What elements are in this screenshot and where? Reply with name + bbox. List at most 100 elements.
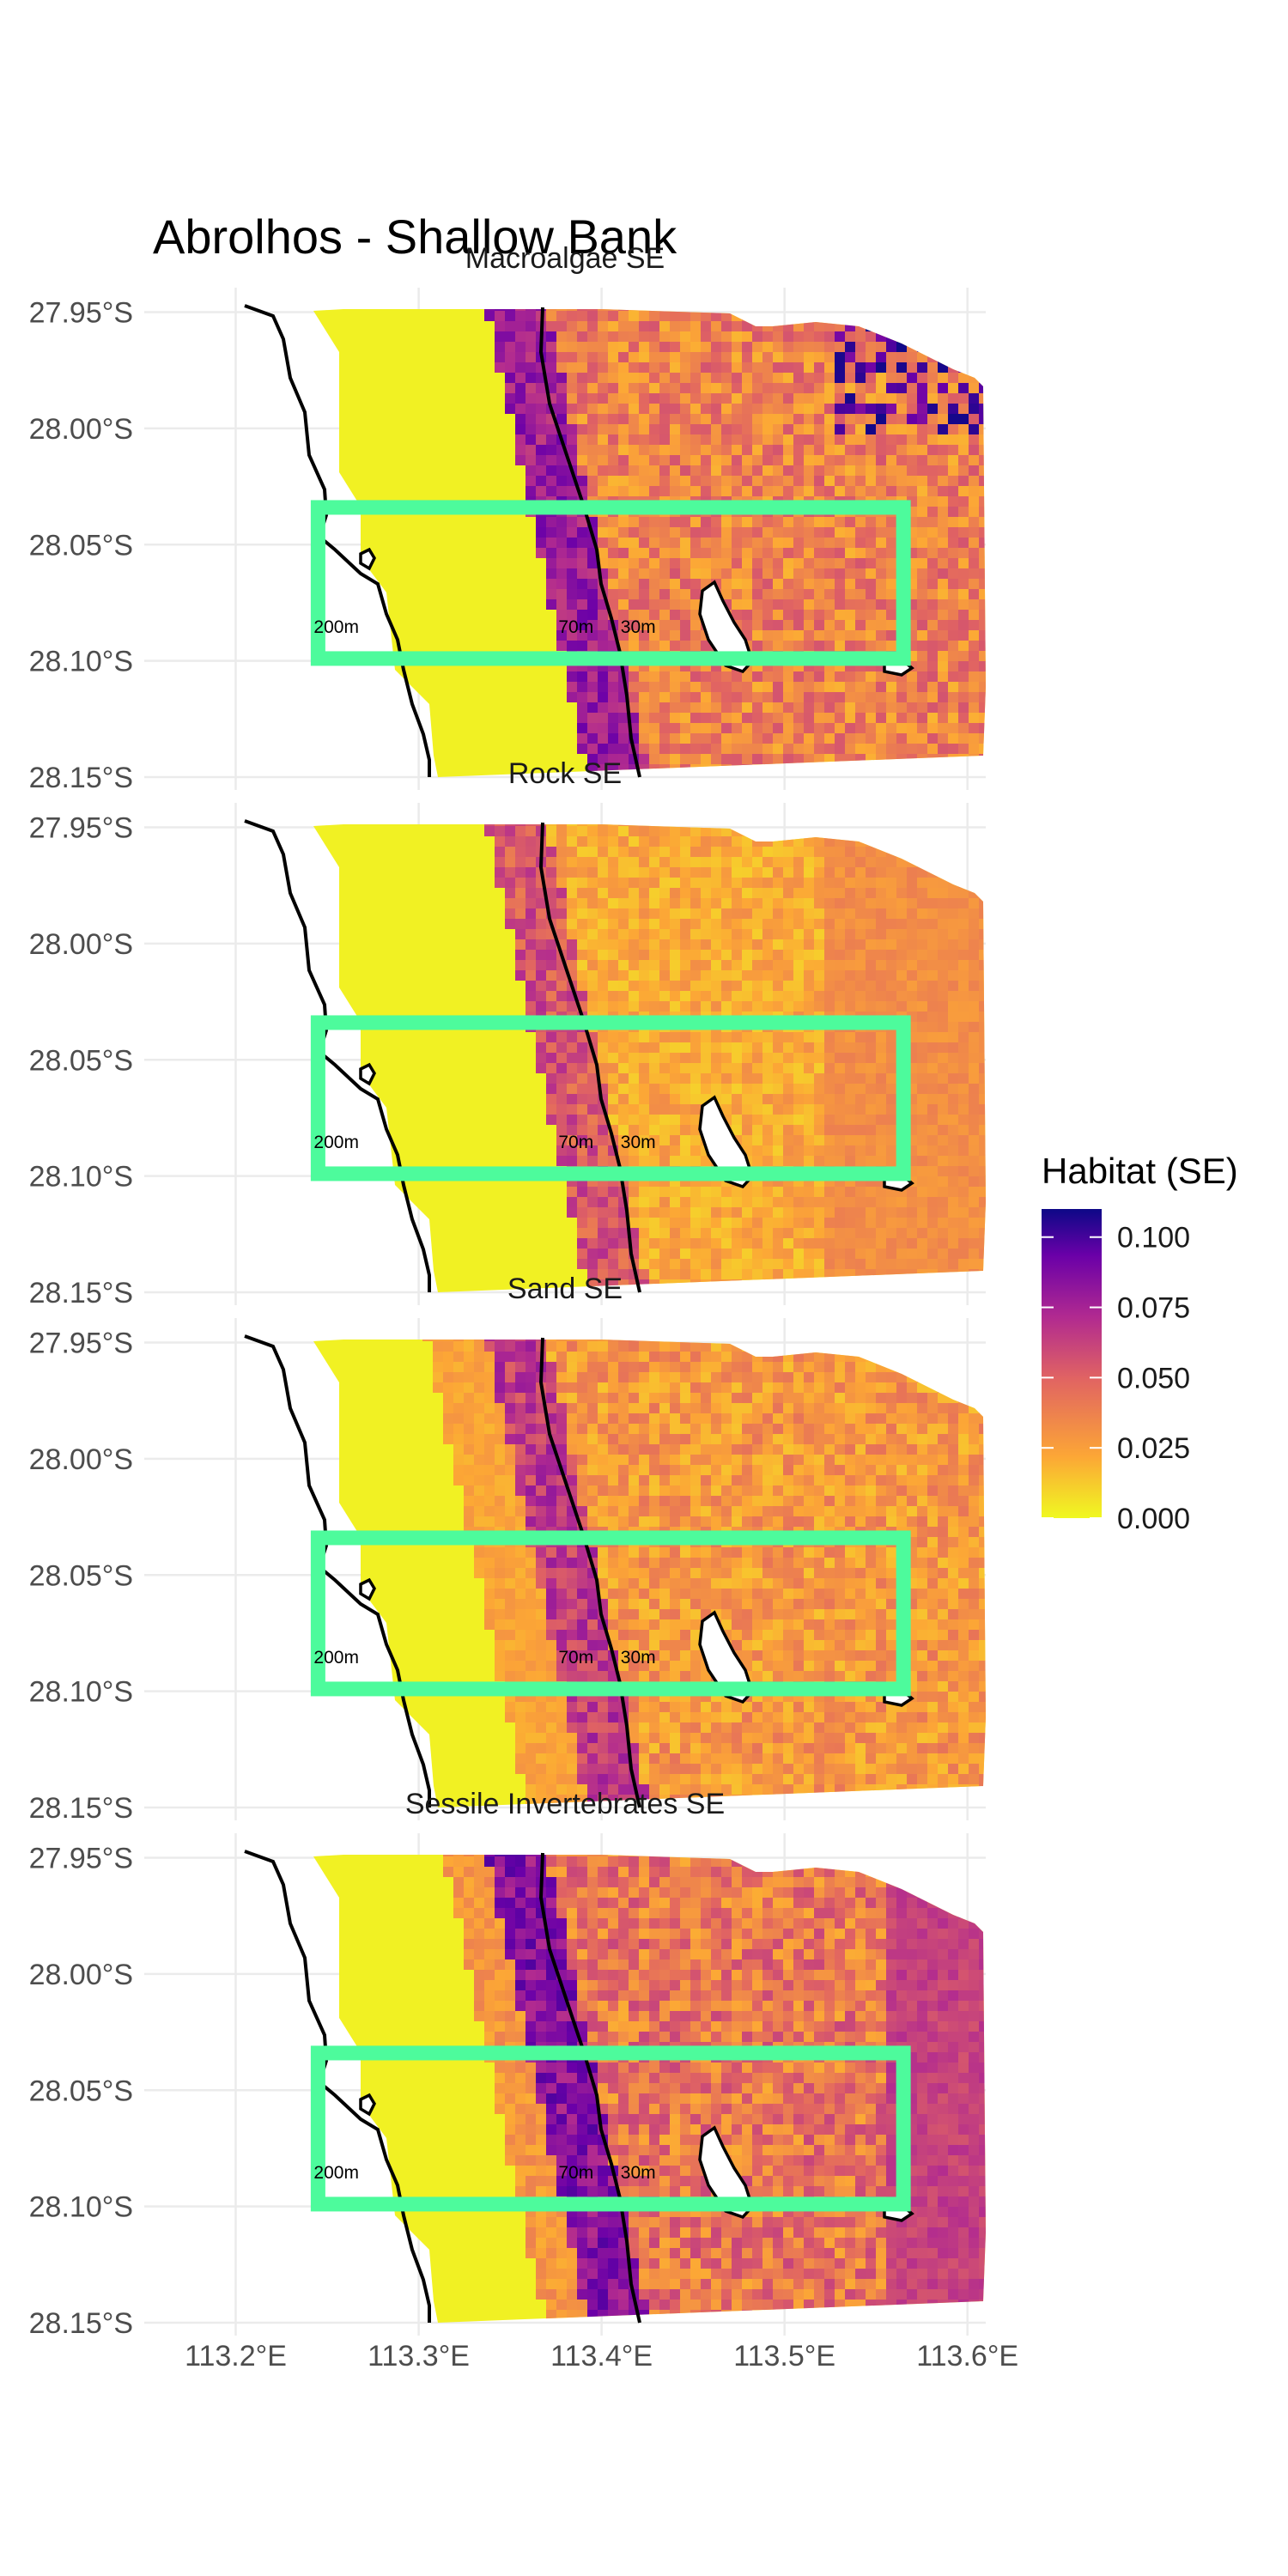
- raster-cell: [443, 1340, 453, 1341]
- raster-cell: [793, 1372, 804, 1382]
- raster-cell: [979, 599, 986, 610]
- raster-cell: [608, 754, 618, 764]
- raster-cell: [814, 898, 824, 908]
- raster-cell: [773, 548, 783, 558]
- raster-cell: [721, 867, 732, 878]
- raster-cell: [690, 1207, 701, 1218]
- raster-cell: [958, 733, 969, 744]
- raster-cell: [711, 1424, 721, 1434]
- raster-cell: [773, 1413, 783, 1424]
- raster-cell: [649, 538, 659, 548]
- raster-cell: [546, 847, 556, 857]
- raster-cell: [845, 929, 855, 939]
- raster-cell: [680, 579, 690, 589]
- raster-cell: [948, 1053, 958, 1063]
- raster-cell: [680, 1197, 690, 1207]
- raster-cell: [701, 1259, 711, 1269]
- raster-cell: [762, 1042, 773, 1053]
- raster-cell: [587, 1403, 598, 1413]
- raster-cell: [866, 1228, 876, 1238]
- raster-cell: [824, 527, 835, 538]
- raster-cell: [938, 1104, 948, 1115]
- raster-cell: [824, 692, 835, 702]
- raster-cell: [567, 424, 577, 434]
- raster-cell: [608, 836, 618, 847]
- raster-cell: [773, 919, 783, 929]
- raster-cell: [752, 1156, 762, 1166]
- raster-cell: [721, 321, 732, 331]
- raster-cell: [618, 981, 629, 991]
- raster-cell: [783, 1042, 793, 1053]
- raster-cell: [927, 507, 938, 517]
- raster-cell: [917, 754, 927, 764]
- raster-cell: [979, 836, 986, 847]
- raster-cell: [938, 1073, 948, 1084]
- raster-cell: [938, 476, 948, 486]
- raster-cell: [618, 1238, 629, 1249]
- raster-cell: [824, 1444, 835, 1455]
- raster-cell: [587, 908, 598, 919]
- raster-cell: [629, 1207, 639, 1218]
- raster-cell: [556, 919, 567, 929]
- raster-cell: [721, 568, 732, 579]
- raster-cell: [814, 404, 824, 414]
- raster-cell: [515, 867, 526, 878]
- raster-cell: [845, 579, 855, 589]
- raster-cell: [866, 1413, 876, 1424]
- raster-cell: [639, 1269, 649, 1279]
- raster-cell: [773, 1372, 783, 1382]
- raster-cell: [711, 486, 721, 496]
- raster-cell: [649, 1249, 659, 1259]
- raster-cell: [938, 1197, 948, 1207]
- raster-cell: [515, 434, 526, 445]
- raster-cell: [618, 476, 629, 486]
- raster-cell: [639, 641, 649, 651]
- raster-cell: [804, 888, 814, 898]
- raster-cell: [958, 1145, 969, 1156]
- raster-cell: [567, 352, 577, 362]
- raster-cell: [793, 1053, 804, 1063]
- raster-cell: [453, 1372, 464, 1382]
- raster-cell: [804, 465, 814, 476]
- raster-cell: [577, 1135, 587, 1145]
- raster-cell: [732, 517, 742, 527]
- raster-cell: [598, 744, 608, 754]
- raster-cell: [783, 1393, 793, 1403]
- raster-cell: [855, 1382, 866, 1393]
- raster-cell: [629, 1197, 639, 1207]
- raster-cell: [598, 754, 608, 764]
- raster-cell: [835, 579, 845, 589]
- raster-cell: [824, 1434, 835, 1444]
- raster-cell: [690, 465, 701, 476]
- raster-cell: [721, 836, 732, 847]
- raster-cell: [938, 558, 948, 568]
- raster-cell: [979, 888, 986, 898]
- raster-cell: [814, 1032, 824, 1042]
- raster-cell: [793, 1393, 804, 1403]
- raster-cell: [567, 867, 577, 878]
- raster-cell: [680, 1413, 690, 1424]
- raster-cell: [505, 1341, 515, 1352]
- raster-cell: [783, 465, 793, 476]
- raster-cell: [855, 342, 866, 352]
- raster-cell: [835, 1001, 845, 1012]
- raster-cell: [917, 960, 927, 970]
- raster-cell: [505, 383, 515, 393]
- raster-cell: [989, 991, 999, 1001]
- raster-cell: [969, 620, 979, 630]
- raster-cell: [773, 1455, 783, 1465]
- raster-cell: [598, 1042, 608, 1053]
- raster-cell: [639, 826, 649, 836]
- raster-cell: [711, 857, 721, 867]
- raster-cell: [886, 857, 896, 867]
- raster-cell: [556, 321, 567, 331]
- raster-cell: [690, 342, 701, 352]
- raster-cell: [762, 373, 773, 383]
- raster-cell: [989, 331, 999, 342]
- raster-cell: [783, 373, 793, 383]
- raster-cell: [866, 1207, 876, 1218]
- raster-cell: [536, 908, 546, 919]
- raster-cell: [938, 342, 948, 352]
- raster-cell: [608, 1444, 618, 1455]
- raster-cell: [680, 383, 690, 393]
